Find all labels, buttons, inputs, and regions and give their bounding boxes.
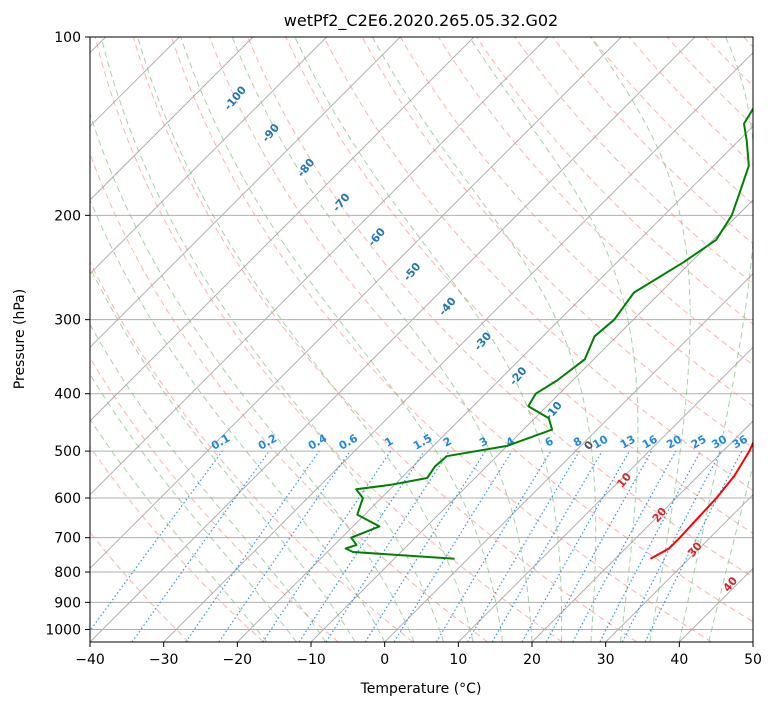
- isotherm-line: [163, 51, 753, 642]
- dry-adiabat-line: [323, 37, 753, 491]
- x-tick-label: −20: [223, 652, 253, 668]
- moist-adiabat-line: [137, 37, 474, 642]
- moist-adiabat-line: [100, 37, 445, 642]
- dry-adiabat-line: [399, 37, 753, 407]
- y-tick-label: 900: [54, 595, 81, 611]
- mixing-ratio-line: [364, 450, 486, 642]
- isotherm-line: [90, 37, 401, 349]
- x-tick-label: −30: [149, 652, 179, 668]
- isotherm-line: [384, 272, 753, 642]
- x-tick-label: 50: [744, 652, 762, 668]
- isotherm-line: [90, 37, 622, 570]
- moist-adiabat-line: [90, 266, 356, 642]
- isotherm-line: [90, 37, 254, 201]
- chart-title: wetPf2_C2E6.2020.265.05.32.G02: [284, 11, 558, 31]
- dry-adiabat-line: [90, 446, 264, 642]
- moist-adiabat-line: [90, 112, 415, 642]
- plot-frame: [89, 36, 754, 643]
- moist-adiabat-line: [231, 37, 533, 642]
- mixing-ratio-line: [435, 450, 552, 642]
- dry-adiabat-line: [132, 37, 638, 642]
- background-lines: [90, 37, 753, 642]
- isotherm-line: [90, 37, 328, 275]
- x-axis-label: Temperature (°C): [360, 681, 482, 697]
- x-tick-label: −10: [296, 652, 326, 668]
- moist-adiabat-line: [708, 464, 753, 642]
- temperature-line: [650, 440, 753, 560]
- mixing-ratio-line: [185, 450, 320, 642]
- dry-adiabat-line: [514, 37, 753, 285]
- profile-lines: [344, 106, 753, 560]
- x-axis: −40 −30 −20 −10 0 10 20 30 40 50: [75, 642, 762, 668]
- mixing-ratio-line: [491, 450, 603, 642]
- isotherm-line: [605, 493, 753, 642]
- y-tick-label: 1000: [45, 622, 81, 638]
- moist-adiabat-line: [90, 198, 386, 642]
- x-tick-label: −40: [75, 652, 105, 668]
- dry-adiabat-line: [628, 37, 753, 166]
- isotherm-line: [236, 125, 753, 642]
- isotherm-line: [90, 37, 475, 422]
- moist-adiabat-line: [678, 37, 753, 642]
- isotherm-line: [531, 420, 753, 642]
- x-tick-label: 40: [670, 652, 688, 668]
- y-tick-label: 100: [54, 30, 81, 46]
- mixing-ratio-line: [545, 450, 653, 642]
- mixing-ratio-line: [521, 450, 631, 642]
- isotherm-line: [457, 346, 753, 642]
- moist-adiabat-line: [180, 37, 503, 642]
- mixing-ratio-line: [572, 450, 677, 642]
- mixing-ratio-line: [90, 450, 223, 632]
- y-axis-label: Pressure (hPa): [12, 289, 28, 389]
- mixing-ratio-line: [325, 450, 450, 642]
- moist-adiabat-line: [90, 418, 268, 642]
- y-tick-label: 400: [54, 387, 81, 403]
- mixing-ratio-line: [218, 450, 351, 642]
- mixing-ratio-line: [131, 450, 270, 642]
- dry-adiabat-line: [94, 37, 563, 642]
- y-tick-label: 500: [54, 444, 81, 460]
- moist-adiabat-line: [371, 37, 597, 642]
- isotherm-line: [90, 37, 549, 496]
- dry-adiabat-line: [476, 37, 753, 325]
- dry-adiabat-line: [361, 37, 753, 449]
- mixing-ratio-line: [393, 450, 513, 642]
- dewpoint-line: [344, 106, 753, 560]
- moist-adiabat-line: [294, 37, 563, 642]
- x-tick-label: 0: [380, 652, 389, 668]
- y-tick-label: 300: [54, 313, 81, 329]
- x-tick-label: 10: [449, 652, 467, 668]
- moist-adiabat-line: [90, 373, 297, 642]
- y-tick-label: 700: [54, 531, 81, 547]
- isotherm-line: [90, 37, 696, 642]
- x-tick-label: 20: [523, 652, 541, 668]
- moist-adiabat-line: [90, 323, 327, 642]
- moist-adiabat-line: [468, 37, 639, 642]
- dry-adiabat-line: [90, 260, 414, 642]
- mixing-ratio-line: [466, 450, 580, 642]
- y-tick-label: 200: [54, 208, 81, 224]
- y-axis: 100 200 300 400 500 600 700 800 900 1000: [45, 30, 90, 638]
- dry-adiabat-line: [209, 37, 753, 623]
- x-tick-label: 30: [597, 652, 615, 668]
- moist-adiabat-line: [590, 37, 691, 642]
- dry-adiabat-line: [247, 37, 753, 578]
- y-tick-label: 600: [54, 491, 81, 507]
- y-tick-label: 800: [54, 565, 81, 581]
